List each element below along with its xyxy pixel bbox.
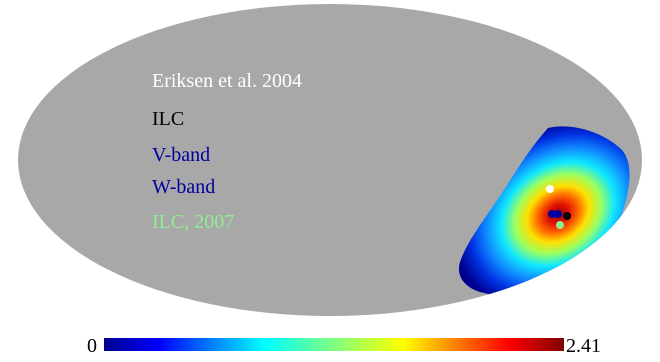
legend-entry-ilc-2007: ILC, 2007 [152,211,234,233]
marker-ilc-2007 [556,221,564,229]
marker-w-band [554,210,562,218]
marker-v-band [548,210,556,218]
legend-entry-ilc: ILC [152,108,184,130]
marker-eriksen-2004 [546,185,554,193]
legend-entry-v-band: V-band [152,144,210,166]
colorbar: 0 2.41 [87,335,601,357]
colorbar-gradient [104,338,564,351]
legend-entry-w-band: W-band [152,176,215,198]
colorbar-min-label: 0 [87,335,97,357]
legend-entry-eriksen-2004: Eriksen et al. 2004 [152,70,302,92]
marker-ilc [563,212,571,220]
legend: Eriksen et al. 2004 ILC V-band W-band IL… [152,70,302,233]
colorbar-max-label: 2.41 [566,335,601,357]
estimate-markers [546,185,571,229]
